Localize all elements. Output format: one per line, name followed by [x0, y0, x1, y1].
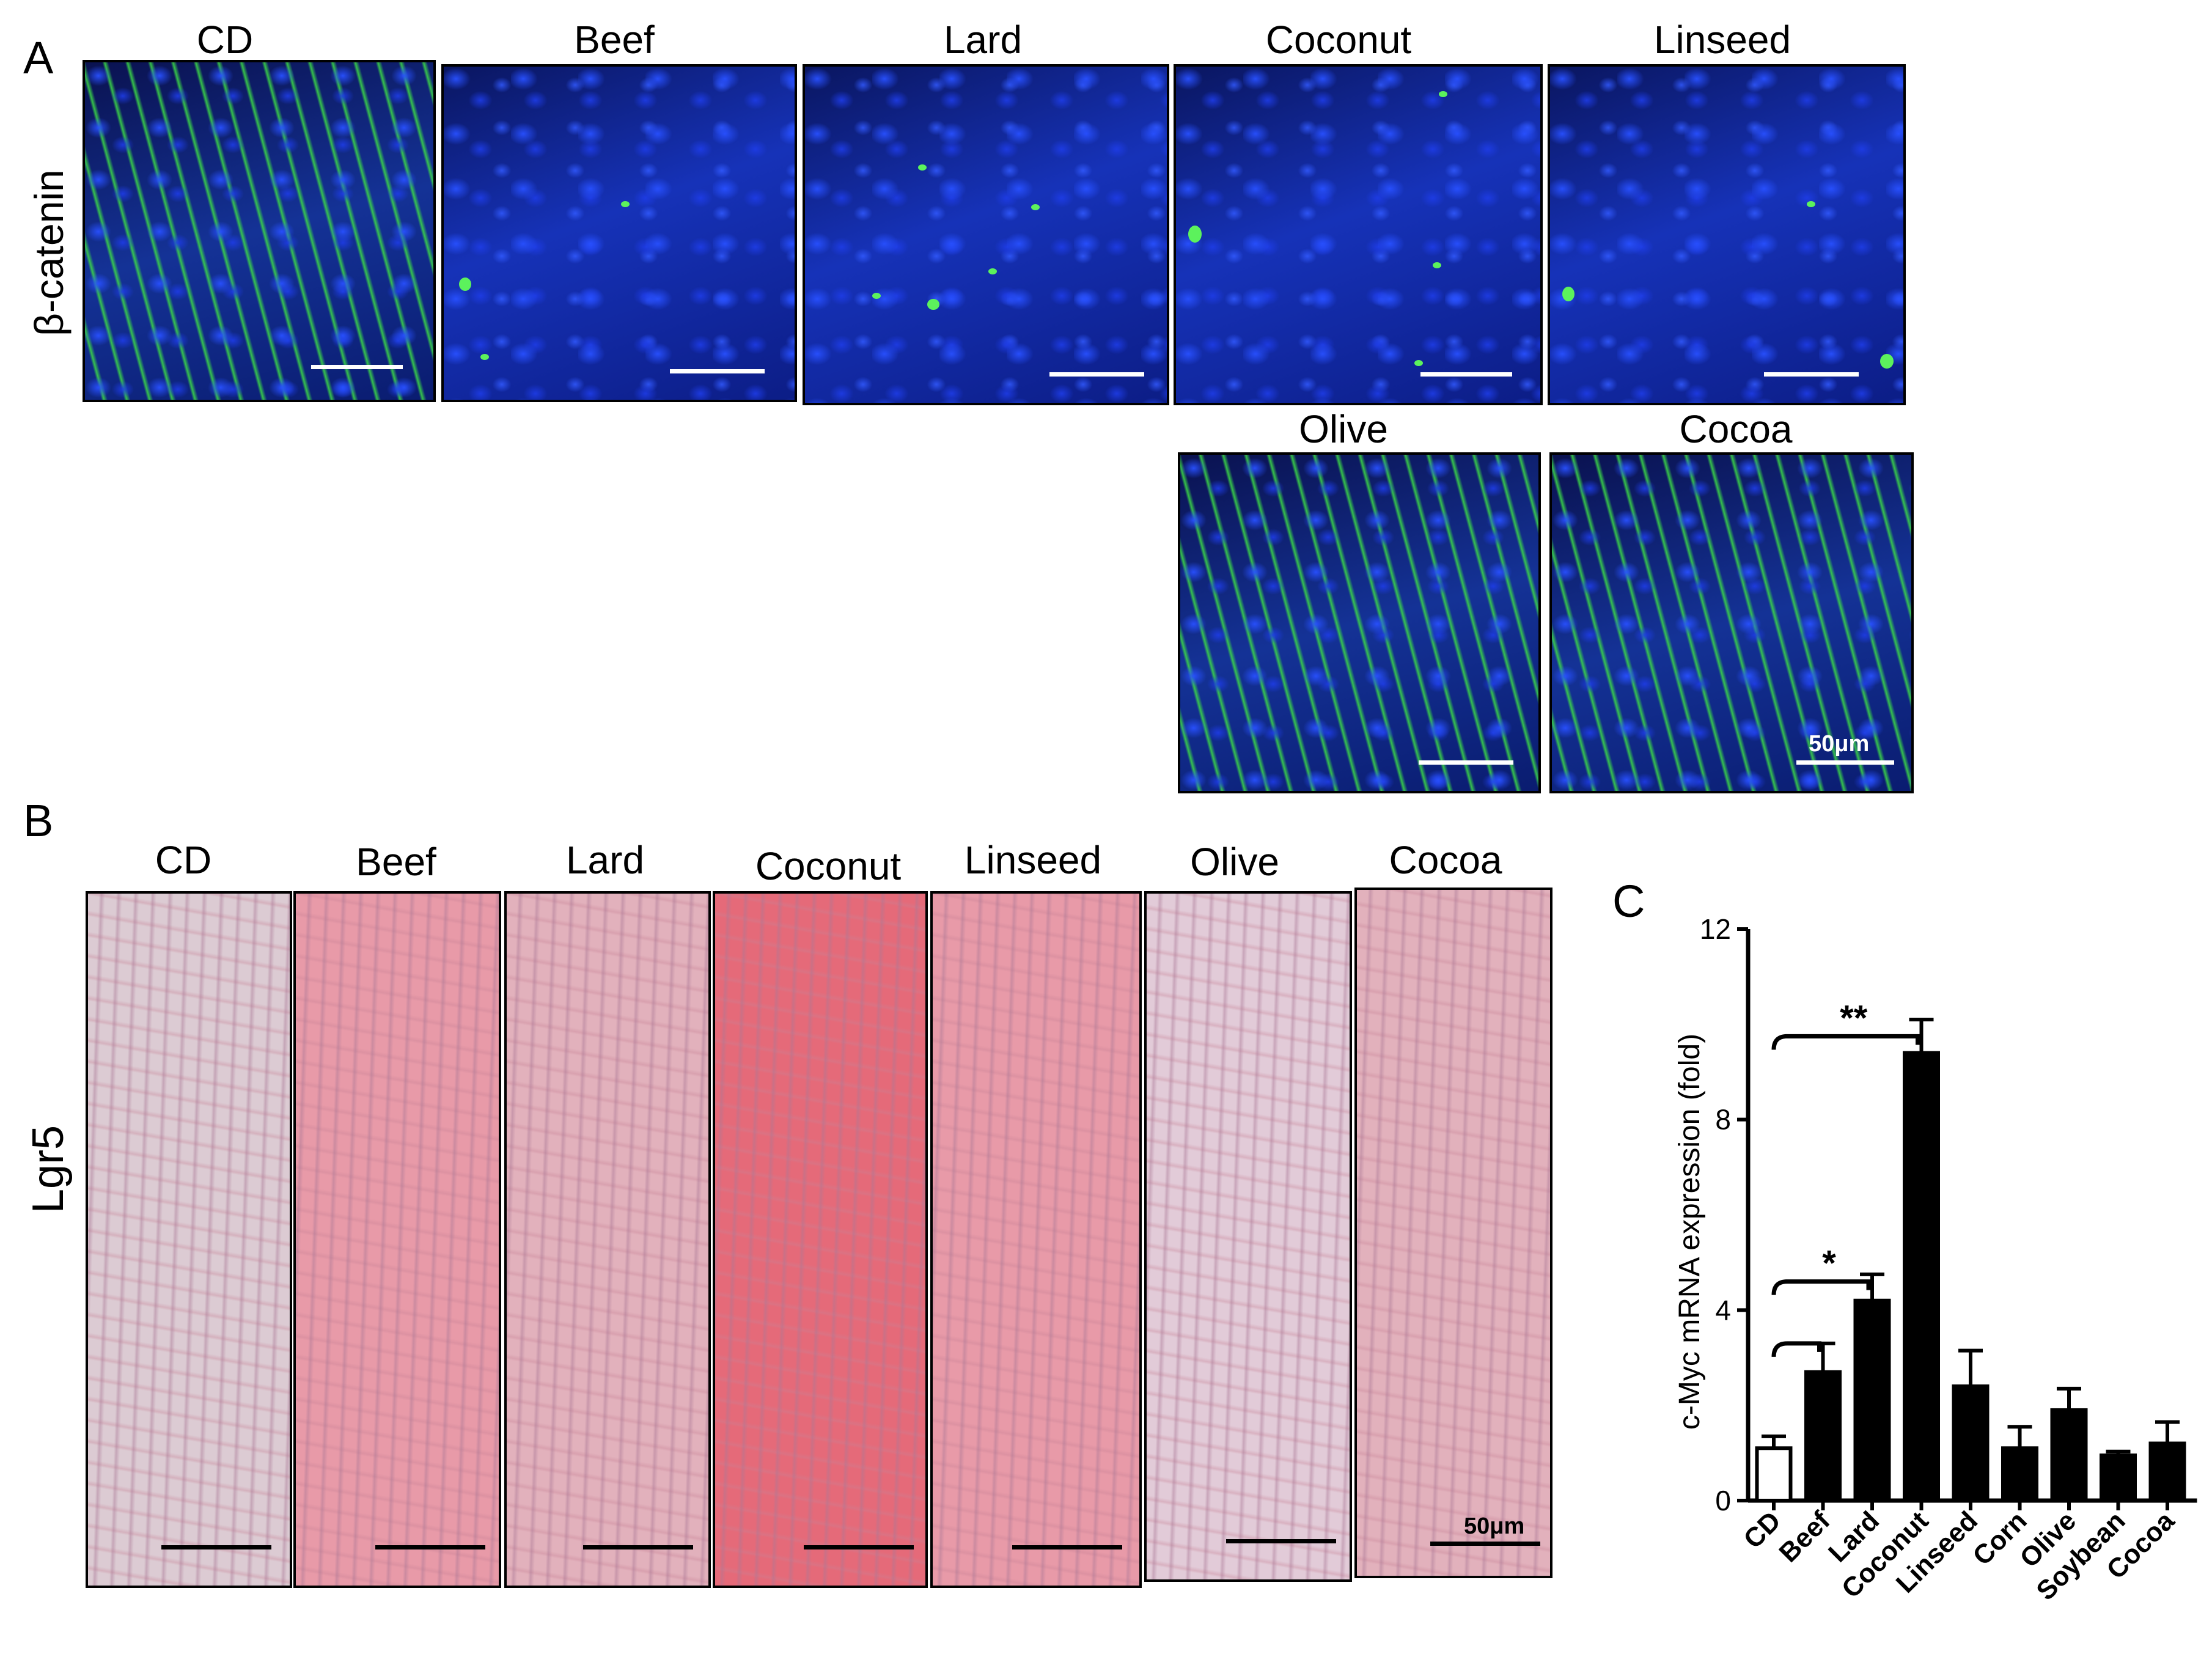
scale-label: 50μm [1809, 731, 1870, 757]
panel-b-row-label: Lgr5 [24, 1125, 73, 1213]
bar-cocoa [2148, 1441, 2186, 1502]
scale-bar [1420, 372, 1512, 377]
micrograph-a-beef [441, 64, 797, 402]
panel-b-title-beef: Beef [356, 840, 436, 884]
panel-c-letter: C [1612, 876, 1645, 927]
significance-bracket [1771, 1034, 1920, 1050]
scale-bar [161, 1545, 271, 1549]
scale-bar [1012, 1545, 1122, 1549]
bar-soybean [2100, 1453, 2137, 1503]
bar-lard [1853, 1298, 1891, 1502]
y-tick-label: 8 [1715, 1104, 1731, 1136]
bar-beef [1804, 1370, 1842, 1502]
panel-a-title-coconut: Coconut [1265, 18, 1412, 62]
significance-label: * [1822, 1244, 1836, 1284]
bar-linseed [1952, 1384, 1990, 1502]
chart-c-myc-expression: c-Myc mRNA expression (fold) 04812CDBeef… [1674, 913, 2197, 1606]
y-tick-label: 0 [1715, 1485, 1731, 1516]
panel-a-row-label: β-catenin [26, 169, 72, 336]
bar-olive [2050, 1408, 2088, 1502]
y-tick-label: 4 [1715, 1294, 1731, 1326]
scale-bar [1764, 372, 1859, 377]
micrograph-a-lard [803, 64, 1169, 405]
panel-a-title-cocoa: Cocoa [1679, 407, 1793, 451]
micrograph-b-cd [86, 891, 292, 1588]
panel-b-title-olive: Olive [1190, 840, 1279, 884]
scale-bar [375, 1545, 485, 1549]
bar-coconut [1903, 1051, 1940, 1503]
scale-bar [1419, 760, 1513, 765]
significance-bracket [1771, 1279, 1871, 1295]
micrograph-a-olive [1178, 452, 1541, 793]
panel-b-title-cocoa: Cocoa [1389, 838, 1502, 882]
significance-bracket [1771, 1341, 1821, 1358]
y-tick-label: 12 [1700, 913, 1731, 945]
micrograph-a-cd [83, 60, 436, 402]
scale-bar [804, 1545, 914, 1549]
significance-label: ** [1840, 998, 1868, 1038]
scale-bar [583, 1545, 693, 1549]
y-axis-label: c-Myc mRNA expression (fold) [1674, 1034, 1706, 1430]
scale-bar [1796, 760, 1894, 765]
scale-bar [1226, 1539, 1336, 1543]
panel-a-title-linseed: Linseed [1653, 18, 1791, 62]
micrograph-b-cocoa: 50μm [1354, 888, 1552, 1578]
scale-bar [670, 369, 765, 373]
panel-a-title-lard: Lard [943, 18, 1023, 62]
micrograph-b-coconut [713, 891, 928, 1588]
scale-bar [1430, 1542, 1540, 1546]
micrograph-a-coconut [1174, 64, 1543, 405]
panel-a-letter: A [23, 32, 54, 83]
panel-a-title-olive: Olive [1299, 407, 1388, 451]
bar-corn [2001, 1446, 2038, 1503]
micrograph-b-lard [504, 891, 711, 1588]
micrograph-b-beef [293, 891, 501, 1588]
bar-cd [1755, 1446, 1793, 1503]
panel-b-title-lard: Lard [565, 838, 645, 882]
micrograph-b-olive [1144, 891, 1352, 1582]
panel-b-title-cd: CD [155, 838, 212, 882]
micrograph-b-linseed [930, 891, 1142, 1588]
scale-label: 50μm [1464, 1513, 1525, 1539]
scale-bar [1049, 372, 1144, 377]
panel-b-title-coconut: Coconut [755, 844, 902, 888]
scale-bar [311, 365, 403, 369]
panel-b-letter: B [23, 795, 54, 846]
panel-a-title-beef: Beef [574, 18, 655, 62]
panel-b-title-linseed: Linseed [964, 838, 1102, 882]
micrograph-a-linseed [1548, 64, 1906, 405]
x-tick-label: Beef [1773, 1505, 1835, 1568]
micrograph-a-cocoa: 50μm [1549, 452, 1914, 793]
panel-a-title-cd: CD [196, 18, 254, 62]
